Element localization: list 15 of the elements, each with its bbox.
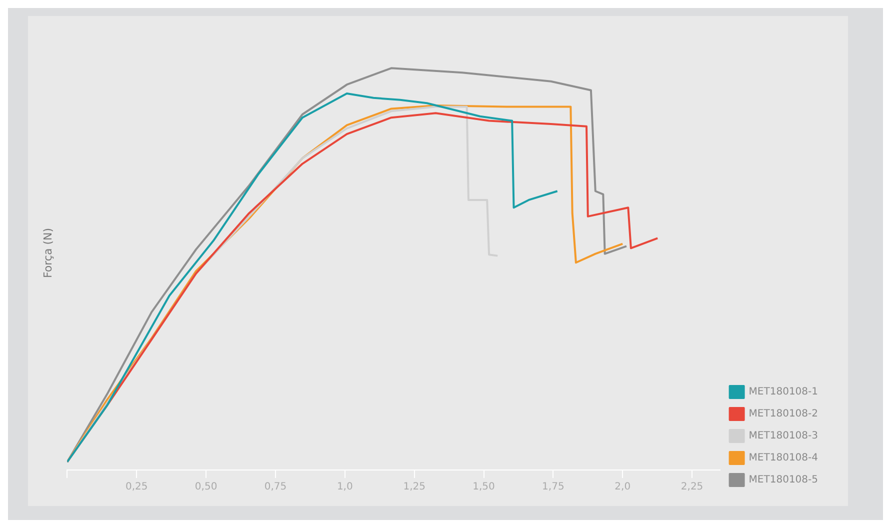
x-tick-label: 1,75	[542, 482, 564, 493]
x-tick-label: 2,0	[614, 482, 631, 493]
legend-label: MET180108-4	[748, 452, 818, 464]
x-tick-label: 0,50	[194, 482, 218, 493]
legend-label: MET180108-1	[748, 386, 818, 398]
x-tick-label: 2,25	[680, 482, 704, 493]
legend-label: MET180108-5	[748, 474, 818, 486]
legend-label: MET180108-2	[748, 408, 818, 420]
x-tick-label: 1,25	[403, 482, 426, 493]
x-tick-label: 1,50	[472, 482, 495, 493]
x-tick-label: 1,0	[336, 482, 353, 493]
x-tick-label: 0,75	[264, 482, 287, 493]
y-axis-title: Força (N)	[41, 228, 54, 278]
legend-label: MET180108-3	[748, 430, 818, 442]
x-tick-label: 0,25	[125, 482, 148, 493]
